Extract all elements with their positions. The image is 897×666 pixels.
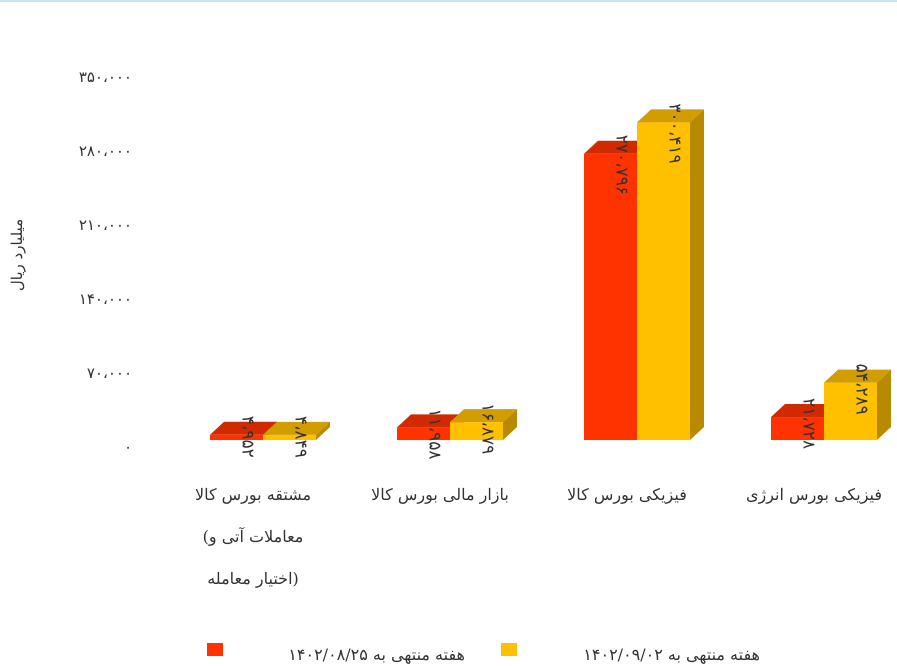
bar-front-face: [824, 382, 877, 440]
data-label: ۲۷۰،۷۹۶: [612, 135, 632, 195]
bar-front-face: [450, 422, 503, 440]
y-axis: ۰ ۷۰،۰۰۰ ۱۴۰،۰۰۰ ۲۱۰،۰۰۰ ۲۸۰،۰۰۰ ۳۵۰،۰۰۰: [79, 68, 132, 456]
x-category-label: بازار مالی بورس کالا: [371, 485, 509, 504]
data-label: ۴،۹۵۲: [238, 416, 258, 458]
y-tick-label: ۲۱۰،۰۰۰: [79, 216, 132, 234]
legend-swatch: [501, 643, 517, 656]
top-border-line: [0, 0, 897, 2]
bar-front-face: [397, 427, 450, 440]
bar-top-face: [210, 421, 277, 435]
legend-swatch: [207, 643, 223, 656]
data-label: ۳۰۰،۴۱۹: [665, 103, 685, 163]
y-tick-label: ۲۸۰،۰۰۰: [79, 142, 132, 160]
bar-front-face: [771, 417, 824, 440]
data-label: ۵۴،۲۸۹: [852, 364, 872, 415]
x-category-label: فیزیکی بورس انرژی: [746, 485, 882, 504]
legend-label: هفته منتهی به ۱۴۰۲/۰۸/۲۵: [288, 645, 465, 664]
y-tick-label: ۳۵۰،۰۰۰: [79, 68, 132, 86]
x-category-label: اختیار معامله): [207, 569, 299, 588]
bar-front-face: [584, 153, 637, 440]
bar: [637, 109, 704, 441]
bar: [824, 369, 891, 440]
bar-top-face: [450, 409, 517, 423]
category-labels-group: فیزیکی بورس انرژی فیزیکی بورس کالا بازار م…: [195, 485, 882, 588]
y-tick-label: ۷۰،۰۰۰: [87, 364, 132, 382]
bar-top-face: [637, 109, 704, 123]
data-label: ۲۱،۷۲۸: [799, 398, 819, 449]
bar-side-face: [503, 409, 517, 440]
bar-top-face: [263, 421, 330, 435]
bar: [450, 409, 517, 440]
bar-top-face: [397, 414, 464, 428]
data-label: ۴،۸۴۹: [291, 416, 311, 458]
y-axis-label: میلیارد ریال: [8, 219, 26, 291]
legend-item: هفته منتهی به ۱۴۰۲/۰۸/۲۵: [207, 643, 465, 664]
bar-top-face: [584, 140, 651, 154]
bars-group: [210, 109, 891, 441]
x-category-label: (معاملات آتی و: [203, 526, 304, 546]
bar-side-face: [316, 421, 330, 440]
bar-top-face: [824, 369, 891, 383]
bar-front-face: [210, 434, 263, 440]
bar-top-face: [771, 404, 838, 418]
legend-label: هفته منتهی به ۱۴۰۲/۰۹/۰۲: [583, 645, 760, 664]
bar-front-face: [637, 122, 690, 441]
y-tick-label: ۱۴۰،۰۰۰: [79, 290, 132, 308]
y-tick-label: ۰: [124, 438, 132, 456]
bar: [263, 421, 330, 440]
bar-front-face: [263, 434, 316, 440]
legend: هفته منتهی به ۱۴۰۲/۰۹/۰۲ هفته منتهی به ۱۴…: [207, 643, 760, 664]
data-label: ۱۱،۹۵۸: [425, 408, 445, 459]
x-category-label: فیزیکی بورس کالا: [567, 485, 687, 504]
bar-side-face: [690, 109, 704, 441]
value-labels-group: ۲۱،۷۲۸ ۵۴،۲۸۹ ۲۷۰،۷۹۶ ۳۰۰،۴۱۹ ۱۱،۹۵۸ ۱۶،۸۷۹ ۴،…: [238, 103, 872, 459]
legend-item: هفته منتهی به ۱۴۰۲/۰۹/۰۲: [501, 643, 760, 664]
bar-side-face: [877, 369, 891, 440]
data-label: ۱۶،۸۷۹: [478, 403, 498, 454]
x-category-label: مشتقه بورس کالا: [195, 485, 311, 504]
